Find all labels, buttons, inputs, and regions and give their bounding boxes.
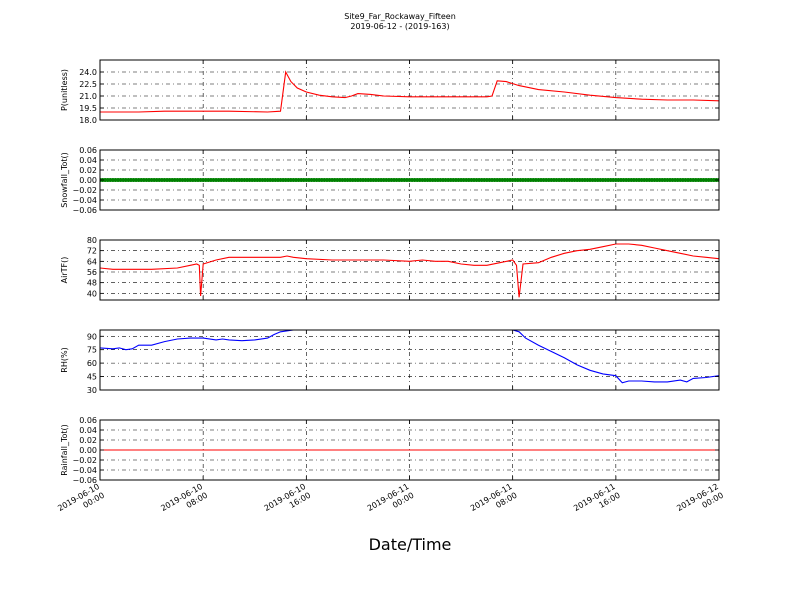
y-tick-label: 56: [87, 268, 97, 277]
y-tick-label: 48: [87, 279, 97, 288]
panel-4: 30 45 60 75 90 RH(%): [60, 329, 720, 395]
y-tick-label: 0.02: [79, 166, 97, 175]
figure-subtitle: 2019-06-12 - (2019-163): [350, 22, 449, 31]
y-tick-label: 40: [87, 289, 97, 298]
y-tick-label: 0.00: [79, 446, 97, 455]
series-group: [100, 178, 719, 182]
y-tick-label: 0.04: [79, 156, 97, 165]
y-tick-label: −0.04: [72, 466, 97, 475]
y-tick-label: −0.02: [72, 456, 97, 465]
y-tick-label: −0.06: [72, 476, 97, 485]
y-tick-label: 19.5: [79, 104, 97, 113]
y-tick-label: 72: [87, 247, 97, 256]
y-axis-label: RH(%): [60, 347, 69, 372]
y-tick-label: 22.5: [79, 80, 97, 89]
figure-title: Site9_Far_Rockaway_Fifteen: [344, 12, 456, 21]
y-tick-label: −0.02: [72, 186, 97, 195]
y-tick-label: 75: [87, 346, 97, 355]
panel-2: −0.06−0.04−0.020.000.020.040.06 Snowfall_…: [60, 146, 720, 215]
y-tick-label: 0.06: [79, 416, 97, 425]
x-axis-label: Date/Time: [369, 535, 452, 554]
y-tick-label: 21.0: [79, 92, 97, 101]
y-tick-label: 24.0: [79, 68, 97, 77]
y-axis-label: Snowfall_Tot(): [60, 152, 69, 208]
series-group: [100, 70, 719, 113]
y-tick-label: −0.06: [72, 206, 97, 215]
series-line: [100, 70, 719, 113]
y-tick-label: 0.02: [79, 436, 97, 445]
panel-5: −0.06−0.04−0.020.000.020.040.06 Rainfall_…: [60, 416, 720, 485]
series-line: [512, 330, 719, 384]
y-tick-label: 0.06: [79, 146, 97, 155]
panel-1: 18.0 19.5 21.0 22.5 24.0 P(unitless): [60, 59, 720, 125]
y-tick-label: 0.04: [79, 426, 97, 435]
y-tick-label: 45: [87, 373, 97, 382]
series-group: [100, 243, 719, 298]
y-axis-label: P(unitless): [60, 69, 69, 111]
y-axis-label: AirTF(): [60, 257, 69, 284]
series-line: [100, 243, 719, 298]
series-group: [100, 330, 719, 384]
y-tick-label: 18.0: [79, 116, 97, 125]
y-tick-label: 30: [87, 386, 97, 395]
y-tick-label: 80: [87, 236, 97, 245]
panels-group: 18.019.521.022.524.0P(unitless)−0.06−0.0…: [60, 59, 720, 485]
y-tick-label: 64: [87, 257, 97, 266]
y-tick-label: 0.00: [79, 176, 97, 185]
y-tick-label: 90: [87, 332, 97, 341]
series-line: [100, 330, 307, 351]
y-axis-label: Rainfall_Tot(): [60, 424, 69, 476]
y-tick-label: −0.04: [72, 196, 97, 205]
y-tick-label: 60: [87, 359, 97, 368]
